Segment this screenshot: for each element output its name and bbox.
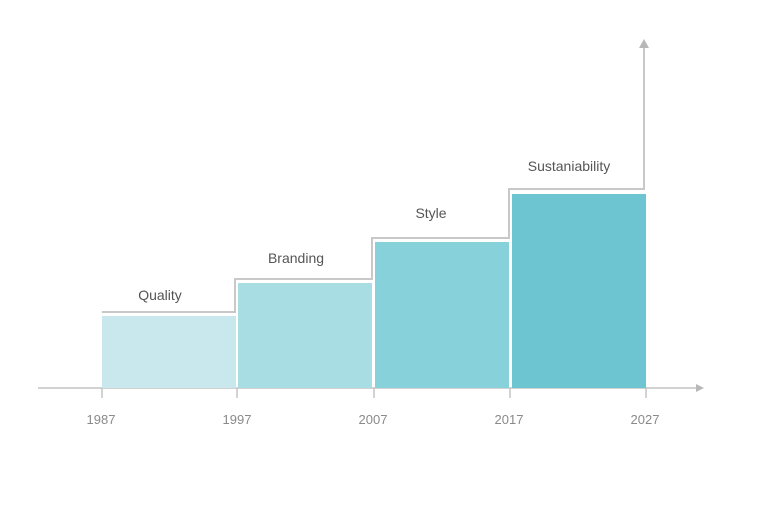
x-axis-arrow [696,384,704,392]
y-axis-arrow [639,39,649,48]
step-bar-quality [102,316,236,388]
tick-label: 2017 [495,412,524,427]
step-bar-style [375,242,509,388]
tick-label: 2007 [359,412,388,427]
step-label-branding: Branding [268,250,324,266]
step-bar-sustaniability [512,194,646,388]
tick-label: 1997 [223,412,252,427]
step-bar-branding [238,283,372,388]
step-label-quality: Quality [138,287,182,303]
tick-label: 1987 [87,412,116,427]
staircase-outline [102,46,645,313]
step-label-style: Style [415,205,446,221]
tick-label: 2027 [631,412,660,427]
step-label-sustaniability: Sustaniability [528,158,611,174]
